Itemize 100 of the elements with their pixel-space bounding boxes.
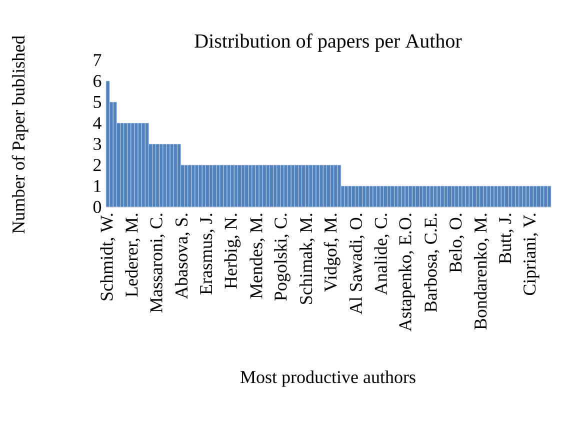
bar: [177, 144, 181, 208]
y-tick-label: 1: [94, 180, 101, 192]
bar: [358, 186, 363, 208]
bar: [426, 186, 430, 208]
bar: [351, 186, 356, 208]
x-tick-label: Astapenko, E.O.: [398, 214, 415, 332]
bar: [376, 186, 380, 208]
bar: [194, 164, 199, 208]
y-tick-label: 3: [94, 138, 102, 150]
bar: [422, 186, 427, 208]
bar: [334, 164, 338, 208]
bar: [316, 164, 320, 208]
bar: [380, 186, 384, 208]
bar: [112, 102, 117, 208]
x-tick-label: Lederer, M.: [125, 214, 140, 297]
x-tick-label: Analide, C.: [374, 214, 390, 295]
bar: [448, 186, 452, 208]
bar: [262, 164, 266, 208]
bar: [515, 186, 520, 208]
x-axis-title: Most productive authors: [240, 370, 416, 387]
bar: [387, 186, 391, 208]
y-tick-label: 7: [94, 54, 102, 66]
x-tick-label: Pogolski, C.: [274, 214, 290, 301]
bar: [394, 186, 398, 208]
bar: [408, 186, 412, 208]
bar: [522, 186, 526, 208]
x-tick-label: Cipriani, V.: [524, 214, 540, 296]
bar: [480, 186, 484, 208]
chart-title: Distribution of papers per Author: [194, 34, 462, 52]
bar: [255, 164, 260, 208]
x-tick-label: Belo, O.: [449, 214, 464, 273]
x-tick-label: Abasova, S.: [174, 214, 190, 299]
bar: [462, 186, 466, 208]
bar: [451, 186, 456, 208]
bar: [276, 164, 281, 208]
bar: [465, 186, 470, 208]
bar: [226, 164, 231, 208]
bar: [188, 164, 192, 208]
bar: [440, 186, 444, 208]
bar: [258, 164, 263, 208]
bar: [184, 164, 188, 208]
bar: [290, 164, 295, 208]
y-tick-label: 4: [93, 117, 102, 129]
bar: [526, 186, 530, 208]
bar: [401, 186, 406, 208]
bar: [504, 186, 508, 208]
bar: [294, 164, 298, 208]
bar: [270, 164, 274, 208]
bar: [468, 186, 473, 208]
bar: [486, 186, 491, 208]
bar: [280, 164, 284, 208]
bar: [238, 164, 242, 208]
x-tick-label: Bondarenko, M.: [474, 214, 490, 330]
x-tick-label: Herbig, N.: [224, 214, 241, 289]
bar: [230, 164, 234, 208]
bar: [500, 186, 505, 208]
bar: [106, 80, 110, 208]
x-tick-label: Erasmus, J.: [200, 214, 215, 295]
bar: [248, 164, 252, 208]
bar: [454, 186, 459, 208]
x-tick-label: Butt, J.: [499, 214, 514, 264]
bar: [302, 164, 306, 208]
bar: [430, 186, 434, 208]
bar: [322, 164, 327, 208]
bar: [344, 186, 348, 208]
x-tick-label: Al Sawadi, O.: [349, 214, 365, 314]
bar: [366, 186, 370, 208]
bar: [234, 164, 238, 208]
bar: [252, 164, 256, 208]
bar: [518, 186, 523, 208]
y-tick-label: 5: [94, 96, 102, 108]
bar: [305, 164, 310, 208]
bar: [298, 164, 302, 208]
bar: [490, 186, 494, 208]
bar: [372, 186, 377, 208]
bar: [390, 186, 395, 208]
bar: [416, 186, 420, 208]
bar: [472, 186, 476, 208]
bar: [540, 186, 544, 208]
x-tick-label: Vidgof, M.: [324, 214, 340, 292]
bar: [198, 164, 202, 208]
y-tick-label: 6: [94, 74, 102, 88]
bar: [458, 186, 462, 208]
x-tick-label: Schmidt, W.: [100, 214, 116, 300]
bar: [209, 164, 213, 208]
x-tick-label: Schimak, M.: [300, 214, 315, 304]
bar: [547, 186, 552, 208]
bar: [330, 164, 334, 208]
bar: [544, 186, 548, 208]
bar: [497, 186, 502, 208]
bar: [166, 144, 170, 208]
bar: [205, 164, 210, 208]
bar: [419, 186, 424, 208]
bar: [532, 186, 537, 208]
bar: [319, 164, 324, 208]
bar: [312, 164, 316, 208]
bar: [202, 164, 206, 208]
bar: [273, 164, 278, 208]
bar: [494, 186, 498, 208]
bar: [383, 186, 388, 208]
